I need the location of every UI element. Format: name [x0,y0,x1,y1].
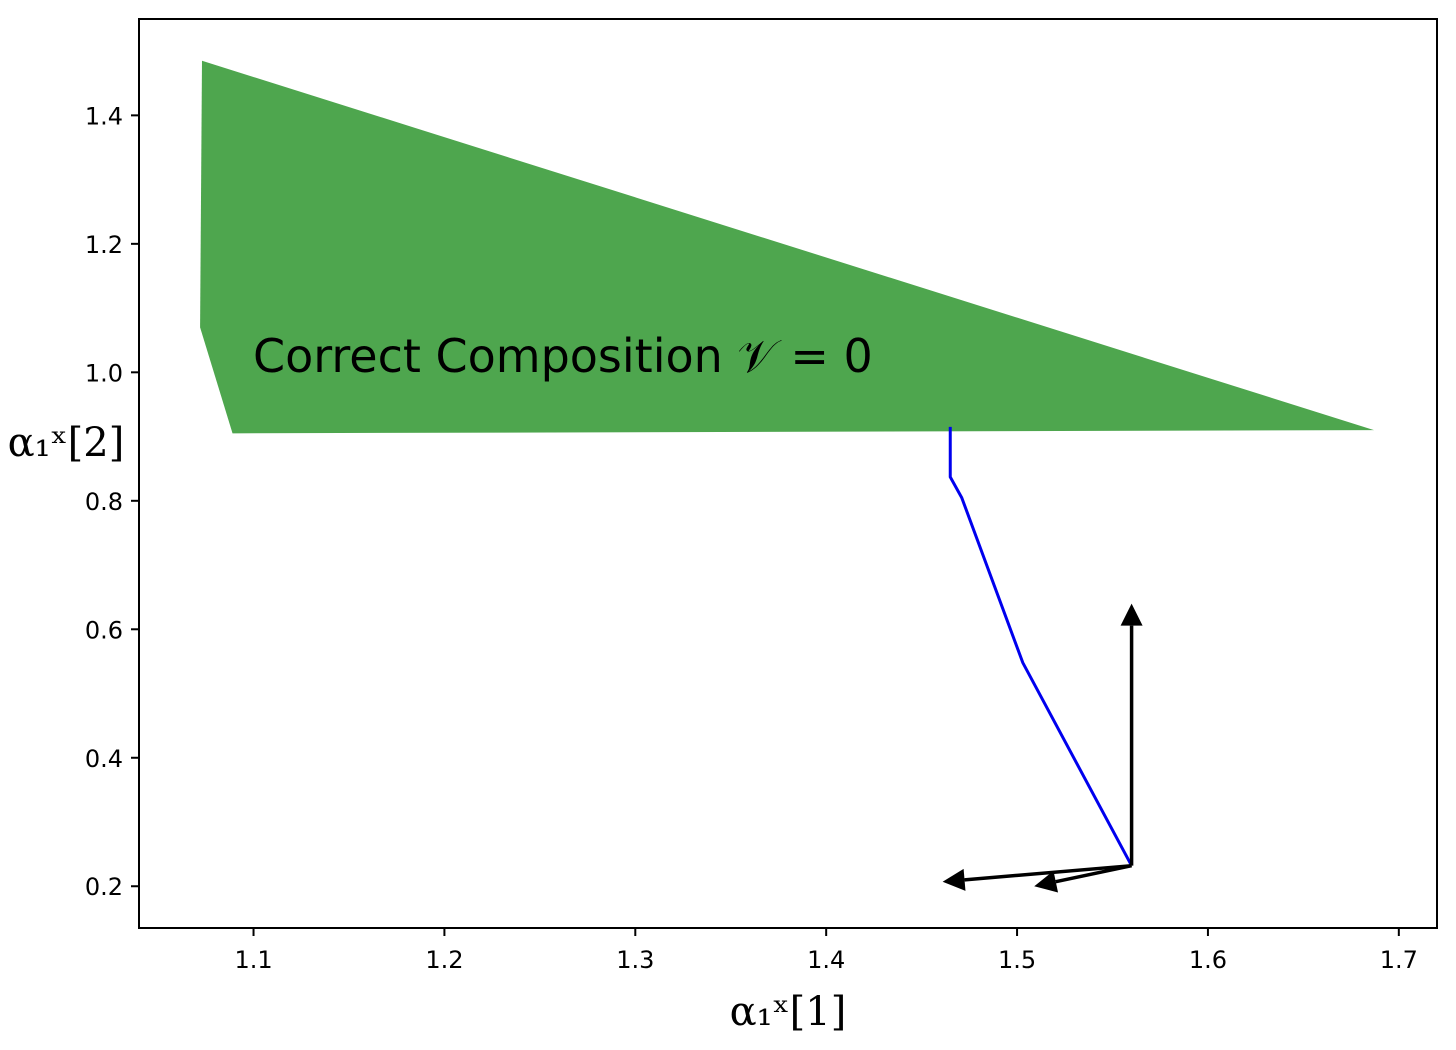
x-tick-label: 1.3 [616,946,654,974]
region-label: Correct Composition 𝒱 = 0 [253,329,873,383]
y-tick-label: 0.2 [85,873,123,901]
y-tick-label: 1.4 [85,102,123,130]
x-tick-label: 1.7 [1380,946,1418,974]
y-tick-label: 1.0 [85,359,123,387]
arrow-head-2 [1034,870,1059,893]
x-tick-label: 1.5 [998,946,1036,974]
ticks: 1.1 1.2 1.3 1.4 1.5 1.6 1.7 0.2 0.4 0.6 0.8 1.0 1.2 1… [85,102,1418,974]
y-tick-label: 0.4 [85,745,123,773]
arrow-head-0 [1120,603,1143,626]
y-axis-label: α₁ˣ[2] [8,420,125,466]
arrow-head-1 [942,868,966,891]
x-tick-label: 1.6 [1189,946,1227,974]
y-tick-label: 0.8 [85,488,123,516]
x-tick-label: 1.2 [425,946,463,974]
arrow-shaft-2 [1055,863,1132,884]
axes-frame [138,18,1438,929]
x-tick-label: 1.4 [807,946,845,974]
correct-composition-region [200,60,1375,434]
arrow-shaft-1 [964,863,1132,882]
y-tick-label: 1.2 [85,231,123,259]
plot-area [138,18,1438,929]
trajectory-line-0 [948,426,1133,867]
y-tick-label: 0.6 [85,616,123,644]
x-tick-label: 1.1 [234,946,272,974]
x-axis-label: α₁ˣ[1] [730,989,847,1035]
